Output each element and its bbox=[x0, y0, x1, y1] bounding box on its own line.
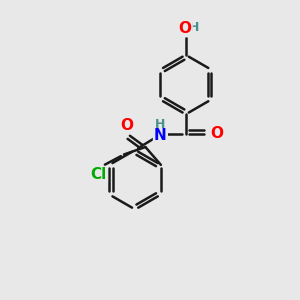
Text: O: O bbox=[178, 21, 192, 36]
Text: O: O bbox=[120, 118, 133, 133]
Text: H: H bbox=[155, 118, 166, 130]
Text: N: N bbox=[154, 128, 167, 142]
Text: O: O bbox=[210, 126, 223, 141]
Text: H: H bbox=[189, 21, 199, 34]
Text: Cl: Cl bbox=[91, 167, 107, 182]
